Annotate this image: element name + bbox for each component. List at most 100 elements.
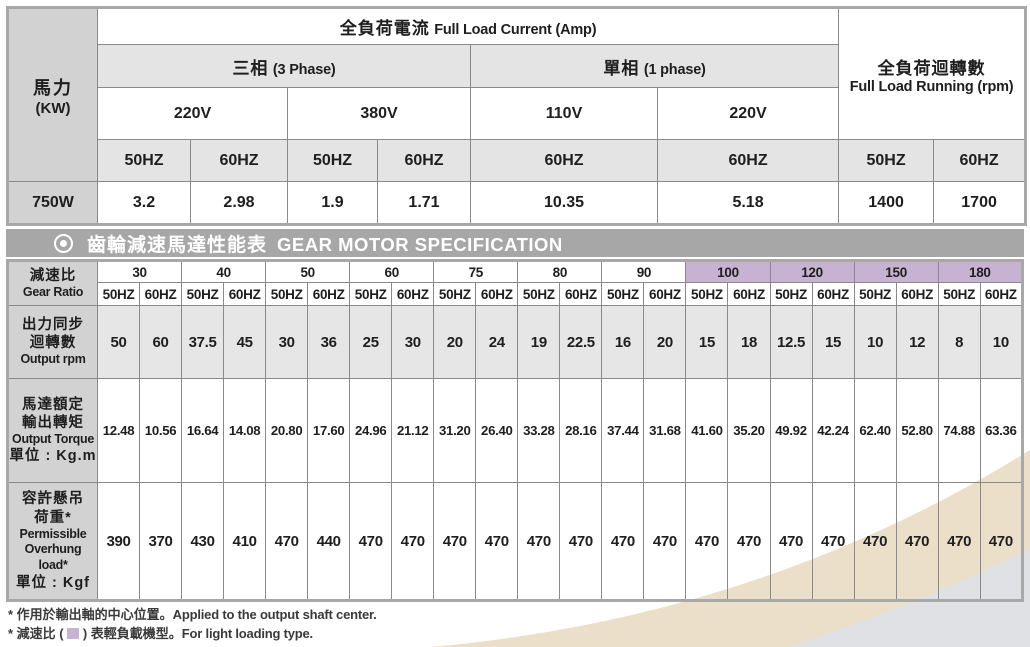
rpm-header-cell: 全負荷迴轉數 Full Load Running (rpm) [838,7,1027,140]
label-line: 迴轉數 [29,335,77,352]
hz-header: 50HZ [838,139,935,182]
current-value: 2.98 [190,181,288,225]
rpm-value: 1400 [838,181,935,225]
overhung-load-value: 470 [811,482,855,601]
output-torque-value: 14.08 [223,378,267,483]
label-line: 單位 : Kg.m [9,448,97,465]
overhung-load-value: 470 [727,482,771,601]
voltage-110v-1ph: 110V [470,87,658,140]
spec-hz-header: 50HZ [349,282,393,306]
overhung-load-value: 390 [96,482,141,601]
label-line: Output rpm [20,352,86,367]
gear-ratio-120: 120 [769,260,855,283]
output-rpm-value: 8 [937,305,981,379]
overhung-load-value: 470 [895,482,939,601]
current-value: 10.35 [470,181,658,225]
gear-ratio-40: 40 [181,260,267,283]
spec-hz-header: 50HZ [433,282,477,306]
overhung-load-value: 470 [517,482,561,601]
output-torque-label-cell: 馬達額定 輸出轉矩 Output Torque 單位 : Kg.m [7,378,98,483]
hz-header: 60HZ [656,139,840,182]
label-line: 馬達額定 [22,396,84,413]
overhung-load-value: 370 [139,482,183,601]
label-line: 容許懸吊 [22,491,84,508]
hz-header: 60HZ [470,139,658,182]
one-phase-header: 單相 (1 phase) [469,44,840,88]
spec-hz-header: 60HZ [811,282,855,306]
output-rpm-value: 50 [96,305,141,379]
overhung-load-label-cell: 容許懸吊 荷重* Permissible Overhung load* 單位 : Kgf [7,482,98,601]
output-rpm-value: 36 [307,305,351,379]
current-header-en: Full Load Current (Amp) [434,22,597,38]
output-torque-value: 74.88 [937,378,981,483]
one-phase-zh: 單相 [603,58,640,78]
gear-ratio-150: 150 [853,260,939,283]
hz-header: 60HZ [377,139,471,182]
spec-hz-header: 60HZ [559,282,603,306]
hz-header: 50HZ [97,139,191,182]
current-header-zh: 全負荷電流 [339,19,430,38]
output-rpm-value: 20 [643,305,687,379]
hp-header-en: (KW) [35,99,71,117]
output-torque-value: 52.80 [895,378,939,483]
spec-hz-header: 50HZ [517,282,561,306]
output-torque-value: 63.36 [979,378,1024,483]
output-rpm-label-cell: 出力同步 迴轉數 Output rpm [7,305,98,379]
gear-ratio-label-cell: 減速比 Gear Ratio [7,260,98,306]
label-line: Output Torque [12,431,94,446]
spec-hz-header: 60HZ [895,282,939,306]
light-ratio-swatch [67,627,80,639]
gear-ratio-90: 90 [601,260,687,283]
output-torque-value: 62.40 [853,378,897,483]
overhung-load-value: 470 [265,482,309,601]
output-rpm-value: 30 [265,305,309,379]
overhung-load-value: 470 [937,482,981,601]
section-title-zh: 齒輪減速馬達性能表 [87,234,268,256]
overhung-load-value: 470 [559,482,603,601]
full-load-current-table: 馬力 (KW) 全負荷電流 Full Load Current (Amp) 全負… [6,6,1028,226]
output-torque-value: 33.28 [517,378,561,483]
hz-header: 50HZ [287,139,378,182]
hz-header: 60HZ [933,139,1027,182]
footnote1-en: Applied to the output shaft center. [172,607,377,622]
target-icon [54,233,73,253]
output-rpm-value: 10 [853,305,897,379]
output-rpm-value: 60 [139,305,183,379]
output-torque-value: 41.60 [685,378,729,483]
output-torque-value: 49.92 [769,378,813,483]
section-title-en: GEAR MOTOR SPECIFICATION [277,233,563,255]
footnote2-zh-post: ) 表輕負載機型。 [79,625,182,641]
spec-hz-header: 50HZ [181,282,225,306]
output-rpm-value: 20 [433,305,477,379]
label-line: 荷重* [34,509,72,526]
label-line: 單位 : Kgf [15,574,91,591]
output-torque-value: 31.68 [643,378,687,483]
rpm-value: 1700 [933,181,1027,225]
output-torque-value: 16.64 [181,378,225,483]
gear-ratio-60: 60 [349,260,435,283]
gear-ratio-label-zh: 減速比 [29,267,77,284]
gear-ratio-50: 50 [265,260,351,283]
output-torque-value: 28.16 [559,378,603,483]
output-rpm-value: 30 [391,305,435,379]
spec-hz-header: 60HZ [979,282,1024,306]
current-value: 5.18 [656,181,840,225]
voltage-380v-3ph: 380V [287,87,471,140]
overhung-load-value: 440 [307,482,351,601]
hz-header: 60HZ [190,139,288,182]
gear-ratio-75: 75 [433,260,519,283]
footnotes: * 作用於輸出軸的中心位置。Applied to the output shaf… [8,606,377,644]
spec-hz-header: 60HZ [475,282,519,306]
footnote-light-loading: * 減速比 ( ) 表輕負載機型。For light loading type. [8,625,377,644]
output-rpm-value: 19 [517,305,561,379]
output-rpm-value: 25 [349,305,393,379]
output-torque-value: 31.20 [433,378,477,483]
output-torque-value: 20.80 [265,378,309,483]
target-icon-dot [60,239,67,247]
gear-ratio-180: 180 [937,260,1024,283]
output-torque-value: 26.40 [475,378,519,483]
output-rpm-value: 22.5 [559,305,603,379]
gear-motor-spec-table: 減速比 Gear Ratio 30 40 50 60 75 80 90 100 120 150 18… [6,259,1024,602]
spec-hz-header: 50HZ [853,282,897,306]
